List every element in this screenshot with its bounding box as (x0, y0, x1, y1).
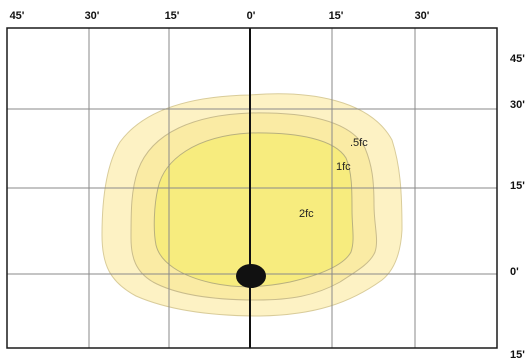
top-axis-label-0: 45' (10, 10, 25, 22)
contour-label-05fc: .5fc (350, 137, 368, 149)
right-axis-label-4: 15' (510, 349, 525, 361)
contour-2fc (153, 132, 354, 288)
top-axis-label-3: 0' (247, 10, 256, 22)
grid-lines (7, 28, 497, 348)
right-axis-label-3: 0' (510, 266, 519, 278)
top-axis-label-4: 15' (329, 10, 344, 22)
light-fixture (236, 264, 266, 288)
right-axis-label-1: 30' (510, 99, 525, 111)
contour-label-2fc: 2fc (299, 208, 314, 220)
diagram-frame (6, 27, 498, 349)
contour-label-1fc: 1fc (336, 161, 351, 173)
right-axis-label-2: 15' (510, 180, 525, 192)
top-axis-label-2: 15' (165, 10, 180, 22)
top-axis-label-1: 30' (85, 10, 100, 22)
right-axis-label-0: 45' (510, 53, 525, 65)
top-axis-label-5: 30' (415, 10, 430, 22)
